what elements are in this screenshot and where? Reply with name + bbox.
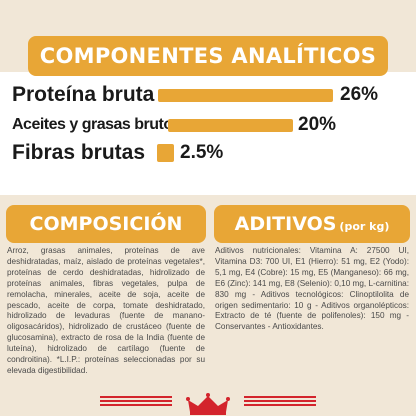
additives-title-suffix: (por kg) [339,219,390,233]
analytics-row-bar [168,119,293,132]
analytics-title: COMPONENTES ANALÍTICOS [39,44,377,68]
analytics-row-label: Proteína bruta [12,83,155,106]
additives-text: Aditivos nutricionales: Vitamina A: 2750… [215,246,409,332]
analytics-row-fiber: Fibras brutas 2.5% [0,138,416,168]
analytics-row-percent: 20% [298,114,337,135]
analytics-row-protein: Proteína bruta 26% [0,80,416,110]
crown-logo-icon [178,392,238,416]
analytics-row-percent: 2.5% [180,142,224,163]
composition-title-banner: COMPOSICIÓN [6,205,206,243]
stripes-right [244,396,316,406]
analytics-row-bar [158,89,333,102]
analytics-row-label: Aceites y grasas brutos [12,116,182,133]
composition-text: Arroz, grasas animales, proteínas de ave… [7,246,205,375]
composition-title: COMPOSICIÓN [29,213,183,235]
analytics-row-label: Fibras brutas [12,141,146,164]
stripes-left [100,396,172,406]
additives-title-banner: ADITIVOS (por kg) [214,205,410,243]
analytics-chart: Proteína bruta 26% Aceites y grasas brut… [0,78,416,188]
analytics-title-banner: COMPONENTES ANALÍTICOS [28,36,388,76]
analytics-row-bar [157,144,174,162]
analytics-row-percent: 26% [340,84,379,105]
analytics-row-fat: Aceites y grasas brutos 20% [0,110,416,140]
additives-title: ADITIVOS [234,213,337,235]
